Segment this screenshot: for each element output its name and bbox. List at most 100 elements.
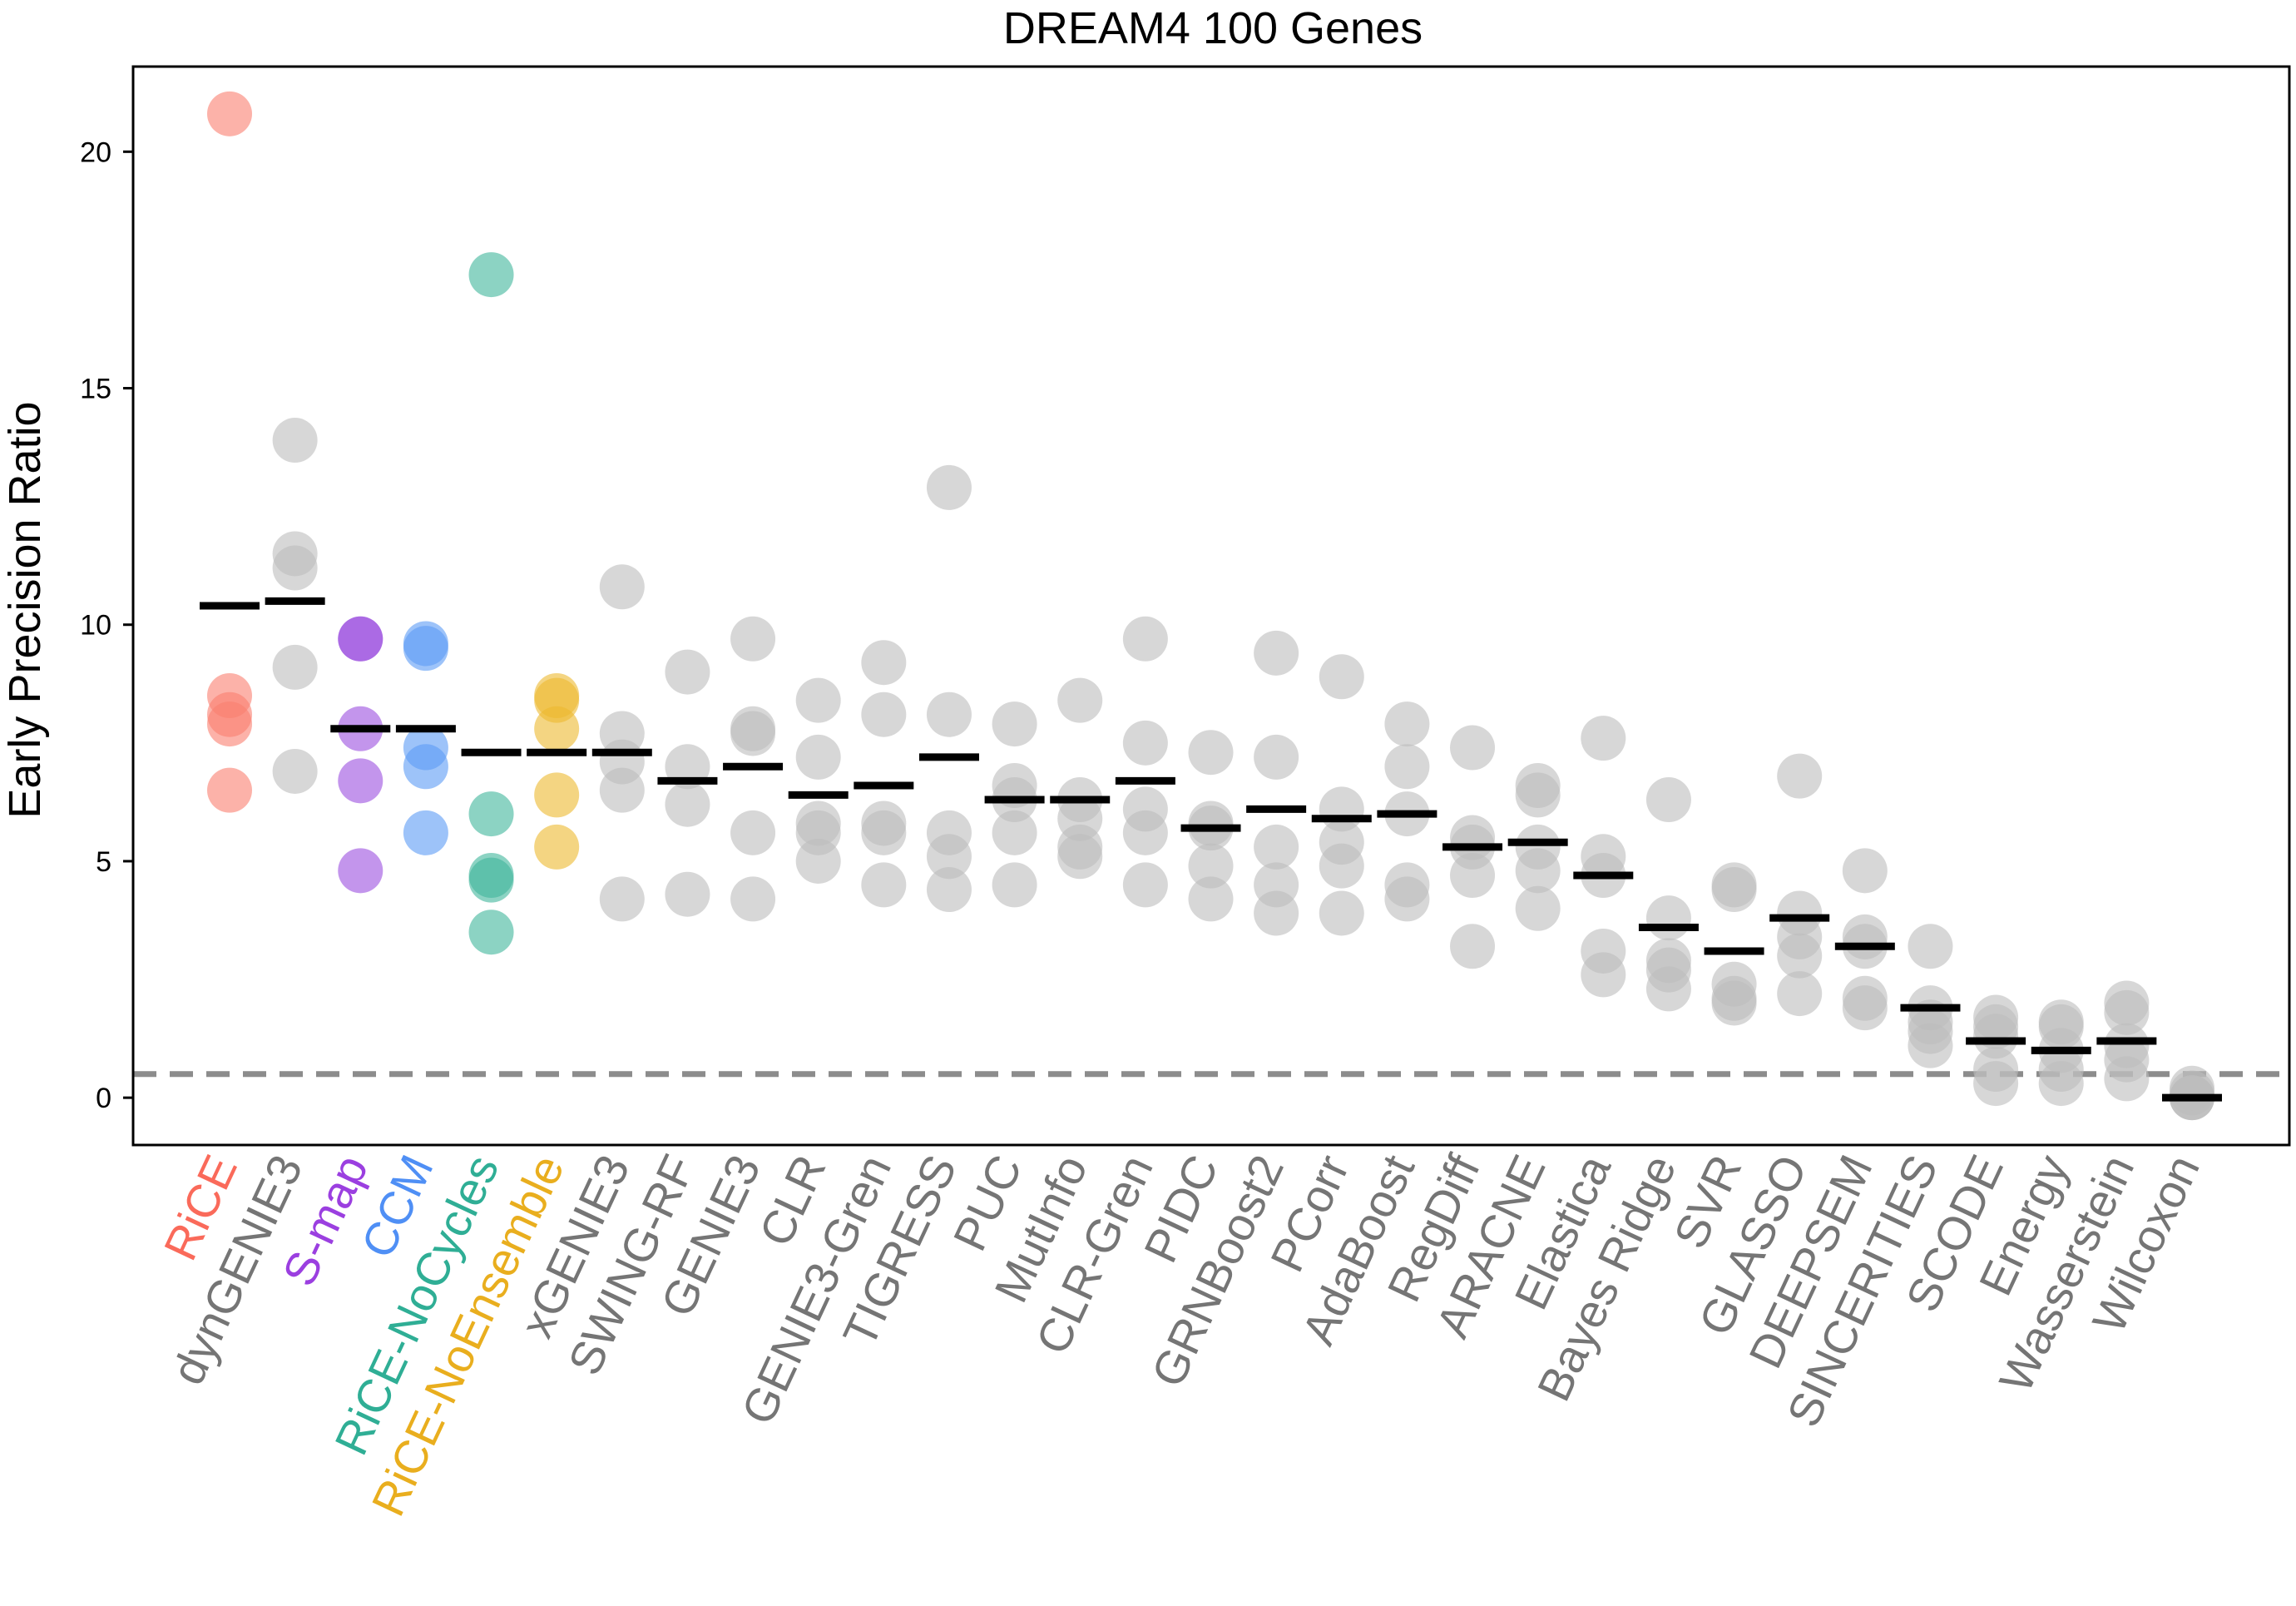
data-point bbox=[1581, 716, 1626, 761]
data-point bbox=[1645, 895, 1691, 941]
data-point bbox=[2038, 1061, 2084, 1107]
data-point bbox=[403, 626, 448, 672]
data-point bbox=[2104, 989, 2150, 1035]
data-point bbox=[795, 734, 841, 780]
data-point bbox=[665, 871, 710, 917]
data-point bbox=[1384, 701, 1430, 747]
data-point bbox=[1777, 971, 1823, 1017]
data-point bbox=[1842, 985, 1888, 1031]
data-point bbox=[665, 781, 710, 827]
y-tick-label: 5 bbox=[96, 846, 111, 878]
data-point bbox=[1711, 867, 1757, 913]
data-point bbox=[1122, 862, 1168, 908]
data-point bbox=[207, 91, 252, 136]
data-point bbox=[272, 418, 318, 463]
data-point bbox=[861, 691, 907, 737]
data-point bbox=[1254, 824, 1299, 870]
data-point bbox=[926, 834, 972, 880]
data-point bbox=[1254, 734, 1299, 780]
data-point bbox=[599, 767, 645, 813]
data-point bbox=[926, 691, 972, 737]
data-point bbox=[926, 464, 972, 510]
data-point bbox=[599, 876, 645, 922]
data-point bbox=[730, 810, 776, 855]
data-points bbox=[207, 91, 2214, 1121]
data-point bbox=[403, 744, 448, 790]
data-point bbox=[1254, 630, 1299, 676]
x-axis-labels: RiCEdynGENIE3S-mapCCMRiCE-NoCyclesRiCE-N… bbox=[154, 1147, 2209, 1524]
data-point bbox=[599, 564, 645, 610]
data-point bbox=[795, 838, 841, 884]
data-point bbox=[1973, 1014, 2019, 1059]
median-markers bbox=[200, 597, 2222, 1102]
y-axis: 0 5 10 15 20 bbox=[80, 136, 133, 1114]
data-point bbox=[1319, 890, 1364, 936]
data-point bbox=[403, 810, 448, 855]
data-point bbox=[861, 862, 907, 908]
data-point bbox=[1188, 843, 1234, 889]
data-point bbox=[468, 857, 514, 903]
data-point bbox=[207, 767, 252, 813]
data-point bbox=[207, 701, 252, 747]
data-point bbox=[468, 791, 514, 837]
data-point bbox=[1384, 876, 1430, 922]
data-point bbox=[272, 545, 318, 591]
y-tick-label: 15 bbox=[80, 374, 111, 405]
data-point bbox=[1908, 924, 1953, 969]
data-point bbox=[1057, 834, 1103, 880]
data-point bbox=[861, 810, 907, 855]
data-point bbox=[1319, 843, 1364, 889]
data-point bbox=[1450, 853, 1496, 898]
y-tick-label: 0 bbox=[96, 1083, 111, 1114]
data-point bbox=[1450, 725, 1496, 771]
data-point bbox=[534, 824, 580, 870]
data-point bbox=[1122, 616, 1168, 662]
data-point bbox=[992, 810, 1037, 855]
data-point bbox=[338, 848, 383, 894]
data-point bbox=[926, 867, 972, 913]
data-point bbox=[272, 748, 318, 794]
data-point bbox=[1450, 924, 1496, 969]
data-point bbox=[1777, 753, 1823, 799]
data-point bbox=[1581, 952, 1626, 998]
data-point bbox=[730, 711, 776, 756]
data-point bbox=[468, 910, 514, 955]
data-point bbox=[1122, 720, 1168, 766]
data-point bbox=[795, 677, 841, 723]
data-point bbox=[1842, 848, 1888, 894]
y-tick-label: 10 bbox=[80, 610, 111, 642]
data-point bbox=[1973, 1061, 2019, 1107]
data-point bbox=[1188, 876, 1234, 922]
y-axis-label: Early Precision Ratio bbox=[0, 401, 50, 818]
data-point bbox=[338, 616, 383, 662]
data-point bbox=[1254, 890, 1299, 936]
y-tick-label: 20 bbox=[80, 136, 111, 168]
data-point bbox=[1711, 980, 1757, 1026]
data-point bbox=[1384, 744, 1430, 790]
data-point bbox=[534, 772, 580, 818]
data-point bbox=[665, 649, 710, 695]
plot-frame bbox=[131, 65, 2291, 1147]
data-point bbox=[1777, 933, 1823, 979]
data-point bbox=[730, 616, 776, 662]
data-point bbox=[1057, 677, 1103, 723]
chart-title: DREAM4 100 Genes bbox=[1003, 3, 1423, 53]
data-point bbox=[730, 876, 776, 922]
data-point bbox=[992, 862, 1037, 908]
data-point bbox=[1515, 772, 1561, 818]
data-point bbox=[992, 701, 1037, 747]
data-point bbox=[1645, 777, 1691, 823]
data-point bbox=[468, 252, 514, 298]
data-point bbox=[1319, 654, 1364, 700]
data-point bbox=[861, 640, 907, 686]
data-point bbox=[534, 706, 580, 751]
data-point bbox=[338, 758, 383, 804]
data-point bbox=[1515, 848, 1561, 894]
data-point bbox=[1908, 1023, 1953, 1068]
data-point bbox=[272, 644, 318, 690]
data-point bbox=[1122, 810, 1168, 855]
data-point bbox=[1515, 885, 1561, 931]
data-point bbox=[1645, 966, 1691, 1012]
data-point bbox=[1188, 730, 1234, 776]
